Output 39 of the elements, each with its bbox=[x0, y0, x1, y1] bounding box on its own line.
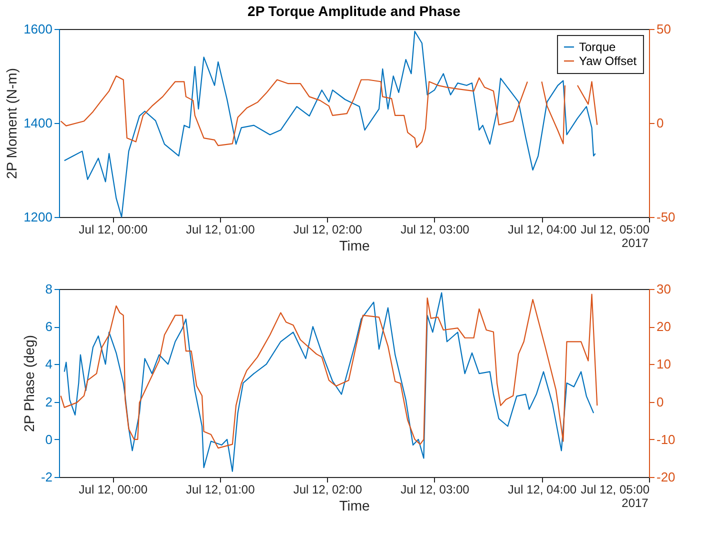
y-tick-label: 1400 bbox=[24, 116, 52, 130]
text: 2017 bbox=[622, 236, 649, 250]
y2-tick-label: 50 bbox=[656, 22, 671, 36]
legend-label: Yaw Offset bbox=[579, 54, 638, 68]
text: 2017 bbox=[622, 496, 649, 510]
y-axis-title: 2P Moment (N-m) bbox=[4, 68, 20, 179]
x-axis-title: Time bbox=[339, 238, 370, 254]
x-tick-label: Jul 12, 03:00 bbox=[400, 482, 470, 496]
y2-tick-label: 0 bbox=[656, 116, 664, 130]
y2-tick-label: 10 bbox=[656, 356, 671, 372]
x-tick-label: Jul 12, 03:00 bbox=[400, 222, 470, 236]
y-tick-label: 8 bbox=[45, 282, 52, 296]
y2-tick-label: -10 bbox=[656, 432, 676, 447]
x-tick-label: Jul 12, 00:00 bbox=[78, 222, 148, 236]
y-tick-label: 1600 bbox=[24, 22, 52, 36]
y-tick-label: -2 bbox=[40, 470, 52, 484]
x-tick-label: Jul 12, 02:00 bbox=[293, 482, 362, 496]
x-tick-label: Jul 12, 04:00 bbox=[508, 222, 577, 236]
y2-tick-label: 0 bbox=[656, 394, 664, 410]
y-axis-title: 2P Phase (deg) bbox=[20, 334, 37, 432]
x-tick-label: Jul 12, 01:00 bbox=[186, 222, 256, 236]
y-tick-label: 0 bbox=[45, 432, 52, 447]
x-tick-label: Jul 12, 04:00 bbox=[508, 482, 577, 496]
x-tick-label: Jul 12, 05:00 bbox=[580, 222, 650, 236]
y2-tick-label: 30 bbox=[656, 282, 671, 296]
x-axis-title: Time bbox=[339, 498, 370, 514]
x-tick-label: Jul 12, 02:00 bbox=[293, 222, 362, 236]
x-tick-label: Jul 12, 00:00 bbox=[78, 482, 148, 496]
legend-label: Torque bbox=[579, 40, 616, 54]
chart-title: 2P Torque Amplitude and Phase bbox=[248, 3, 461, 19]
x-tick-label: Jul 12, 05:00 bbox=[580, 482, 650, 496]
y2-tick-label: 20 bbox=[656, 319, 671, 334]
y2-tick-label: -50 bbox=[656, 210, 676, 224]
y-tick-label: 2 bbox=[45, 394, 52, 410]
y2-tick-label: -20 bbox=[656, 470, 676, 484]
y-tick-label: 4 bbox=[45, 356, 52, 372]
y-tick-label: 1200 bbox=[24, 210, 52, 224]
y-tick-label: 6 bbox=[45, 319, 52, 334]
x-tick-label: Jul 12, 01:00 bbox=[186, 482, 256, 496]
